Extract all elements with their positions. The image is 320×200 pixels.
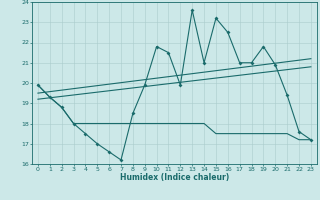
X-axis label: Humidex (Indice chaleur): Humidex (Indice chaleur): [120, 173, 229, 182]
